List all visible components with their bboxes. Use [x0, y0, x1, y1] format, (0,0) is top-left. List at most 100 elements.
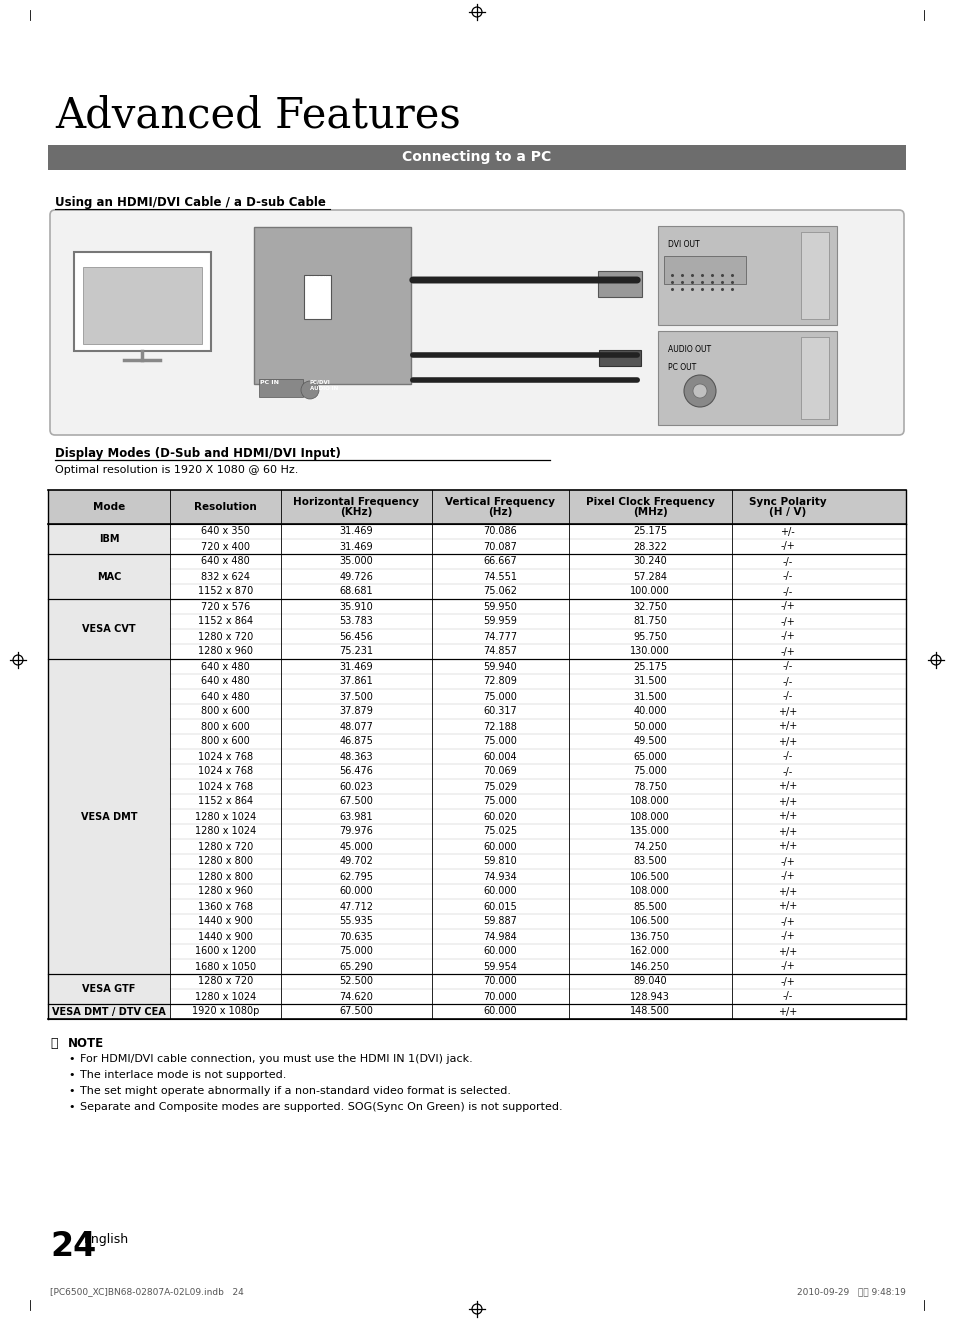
Text: 📝: 📝 — [50, 1037, 57, 1050]
Text: 70.069: 70.069 — [483, 766, 517, 777]
Text: 1280 x 960: 1280 x 960 — [198, 646, 253, 657]
Text: 640 x 480: 640 x 480 — [201, 556, 250, 567]
FancyBboxPatch shape — [50, 210, 903, 435]
Text: 83.500: 83.500 — [633, 856, 666, 867]
Text: 60.023: 60.023 — [339, 782, 373, 791]
Text: VESA DMT: VESA DMT — [81, 811, 137, 822]
Text: 60.000: 60.000 — [483, 947, 517, 956]
Text: +/+: +/+ — [777, 707, 797, 716]
Text: Display Modes (D-Sub and HDMI/DVI Input): Display Modes (D-Sub and HDMI/DVI Input) — [55, 446, 340, 460]
Text: 640 x 480: 640 x 480 — [201, 691, 250, 701]
Text: 59.810: 59.810 — [483, 856, 517, 867]
Circle shape — [692, 384, 706, 398]
Text: 65.290: 65.290 — [339, 962, 373, 971]
Text: 60.317: 60.317 — [483, 707, 517, 716]
Bar — [48, 974, 170, 1004]
Text: 75.000: 75.000 — [483, 691, 517, 701]
Text: 720 x 400: 720 x 400 — [201, 542, 250, 551]
Text: 640 x 480: 640 x 480 — [201, 662, 250, 671]
Text: English: English — [84, 1232, 129, 1246]
Text: •: • — [68, 1086, 74, 1096]
Text: 75.025: 75.025 — [482, 827, 517, 836]
Text: (Hz): (Hz) — [488, 507, 512, 517]
Text: 65.000: 65.000 — [633, 752, 666, 761]
Text: For HDMI/DVI cable connection, you must use the HDMI IN 1(DVI) jack.: For HDMI/DVI cable connection, you must … — [80, 1054, 473, 1063]
Text: 640 x 480: 640 x 480 — [201, 676, 250, 687]
Text: 800 x 600: 800 x 600 — [201, 707, 250, 716]
Text: 35.000: 35.000 — [339, 556, 373, 567]
Text: 148.500: 148.500 — [630, 1007, 670, 1016]
Text: 63.981: 63.981 — [339, 811, 373, 822]
Text: 100.000: 100.000 — [630, 587, 670, 597]
Text: +/+: +/+ — [777, 811, 797, 822]
Text: 52.500: 52.500 — [339, 976, 373, 987]
Text: Separate and Composite modes are supported. SOG(Sync On Green) is not supported.: Separate and Composite modes are support… — [80, 1102, 562, 1112]
Text: 1280 x 800: 1280 x 800 — [198, 856, 253, 867]
Text: Mode: Mode — [92, 502, 125, 513]
Text: NOTE: NOTE — [68, 1037, 104, 1050]
Text: Vertical Frequency: Vertical Frequency — [445, 497, 555, 507]
Text: Resolution: Resolution — [194, 502, 256, 513]
Text: 1152 x 864: 1152 x 864 — [198, 617, 253, 626]
Text: 24: 24 — [50, 1230, 96, 1263]
Text: •: • — [68, 1054, 74, 1063]
Text: Using an HDMI/DVI Cable / a D-sub Cable: Using an HDMI/DVI Cable / a D-sub Cable — [55, 196, 326, 209]
Text: 75.000: 75.000 — [633, 766, 666, 777]
Text: (H / V): (H / V) — [768, 507, 805, 517]
Text: +/+: +/+ — [777, 797, 797, 807]
Text: 136.750: 136.750 — [630, 931, 670, 942]
Text: 74.777: 74.777 — [482, 631, 517, 642]
FancyBboxPatch shape — [663, 256, 745, 284]
Text: 72.188: 72.188 — [483, 721, 517, 732]
Text: 1360 x 768: 1360 x 768 — [198, 901, 253, 911]
Text: -/-: -/- — [781, 587, 792, 597]
FancyBboxPatch shape — [658, 226, 836, 325]
Text: -/-: -/- — [781, 752, 792, 761]
Text: 59.959: 59.959 — [483, 617, 517, 626]
Text: 60.000: 60.000 — [483, 886, 517, 897]
Text: 47.712: 47.712 — [339, 901, 373, 911]
Text: 70.000: 70.000 — [483, 992, 517, 1001]
Text: 1152 x 864: 1152 x 864 — [198, 797, 253, 807]
Text: 60.000: 60.000 — [483, 841, 517, 852]
FancyBboxPatch shape — [258, 379, 303, 398]
Text: DVI OUT: DVI OUT — [667, 240, 699, 248]
Text: The set might operate abnormally if a non-standard video format is selected.: The set might operate abnormally if a no… — [80, 1086, 511, 1096]
Text: 66.667: 66.667 — [483, 556, 517, 567]
Text: 49.726: 49.726 — [339, 572, 373, 581]
Text: 78.750: 78.750 — [633, 782, 666, 791]
Text: 1024 x 768: 1024 x 768 — [198, 782, 253, 791]
FancyBboxPatch shape — [74, 252, 211, 351]
Text: 67.500: 67.500 — [339, 1007, 373, 1016]
Text: 800 x 600: 800 x 600 — [201, 737, 250, 746]
Text: -/-: -/- — [781, 766, 792, 777]
Text: 67.500: 67.500 — [339, 797, 373, 807]
Text: 108.000: 108.000 — [630, 811, 670, 822]
Text: 60.000: 60.000 — [339, 886, 373, 897]
FancyBboxPatch shape — [304, 275, 331, 318]
Text: 25.175: 25.175 — [633, 527, 667, 536]
Text: [PC6500_XC]BN68-02807A-02L09.indb   24: [PC6500_XC]BN68-02807A-02L09.indb 24 — [50, 1288, 244, 1296]
FancyBboxPatch shape — [658, 332, 836, 425]
Text: +/+: +/+ — [777, 737, 797, 746]
Text: 75.000: 75.000 — [483, 797, 517, 807]
Text: 53.783: 53.783 — [339, 617, 373, 626]
Bar — [83, 267, 202, 343]
Text: •: • — [68, 1070, 74, 1081]
Text: VESA DMT / DTV CEA: VESA DMT / DTV CEA — [52, 1007, 166, 1016]
Text: Optimal resolution is 1920 X 1080 @ 60 Hz.: Optimal resolution is 1920 X 1080 @ 60 H… — [55, 465, 298, 476]
Text: +/+: +/+ — [777, 827, 797, 836]
Text: -/+: -/+ — [780, 601, 794, 612]
Text: 1(DVI): 1(DVI) — [305, 276, 330, 281]
Text: 32.750: 32.750 — [633, 601, 666, 612]
FancyBboxPatch shape — [801, 232, 828, 318]
Text: 79.976: 79.976 — [339, 827, 373, 836]
Text: 130.000: 130.000 — [630, 646, 670, 657]
FancyBboxPatch shape — [801, 337, 828, 419]
Text: +/+: +/+ — [777, 1007, 797, 1016]
Text: 35.910: 35.910 — [339, 601, 373, 612]
Text: 25.175: 25.175 — [633, 662, 667, 671]
Text: 60.004: 60.004 — [483, 752, 517, 761]
Text: 1280 x 720: 1280 x 720 — [198, 976, 253, 987]
Text: •: • — [68, 1102, 74, 1112]
